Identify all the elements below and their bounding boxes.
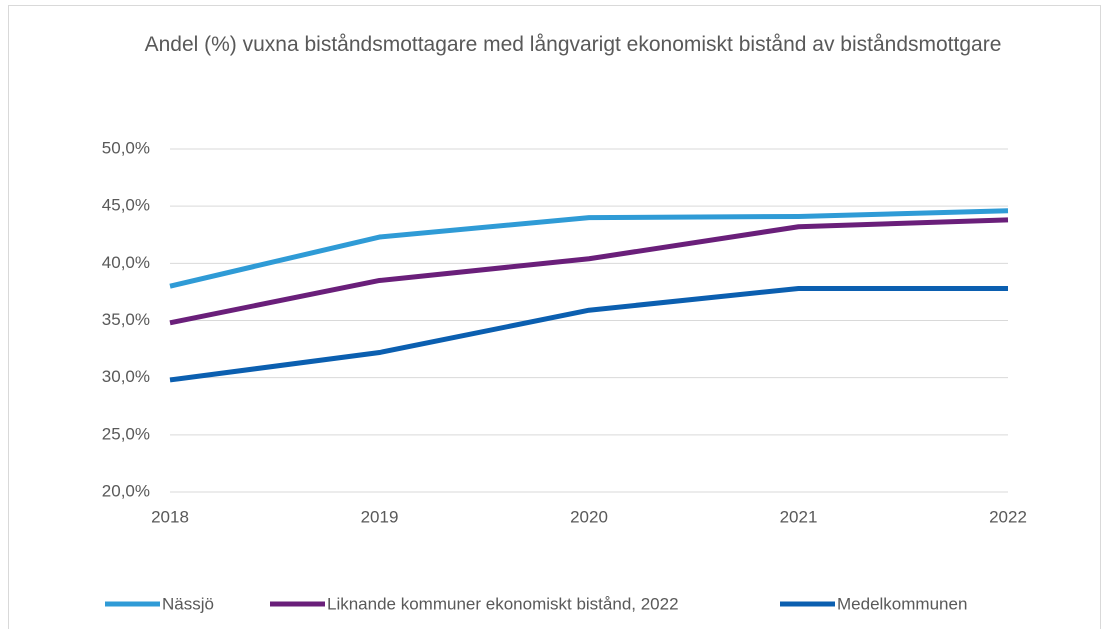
y-tick-label: 35,0%: [102, 310, 150, 329]
y-tick-label: 25,0%: [102, 424, 150, 443]
series-line: [169, 285, 1008, 383]
y-tick-label: 40,0%: [102, 253, 150, 272]
x-tick-label: 2022: [989, 507, 1027, 526]
legend-label: Nässjö: [162, 594, 214, 613]
chart-title: Andel (%) vuxna biståndsmottagare med lå…: [144, 33, 1002, 56]
x-tick-label: 2020: [570, 507, 608, 526]
series-line: [169, 208, 1009, 289]
y-tick-label: 20,0%: [102, 481, 150, 500]
legend-label: Medelkommunen: [837, 594, 967, 613]
y-tick-label: 30,0%: [102, 367, 150, 386]
x-tick-label: 2018: [151, 507, 189, 526]
series-line: [169, 217, 1009, 326]
legend-label: Liknande kommuner ekonomiskt bistånd, 20…: [327, 594, 679, 613]
y-tick-label: 45,0%: [102, 196, 150, 215]
x-tick-label: 2021: [780, 507, 818, 526]
y-tick-label: 50,0%: [102, 138, 150, 157]
chart-border: [8, 5, 1101, 629]
x-tick-label: 2019: [361, 507, 399, 526]
